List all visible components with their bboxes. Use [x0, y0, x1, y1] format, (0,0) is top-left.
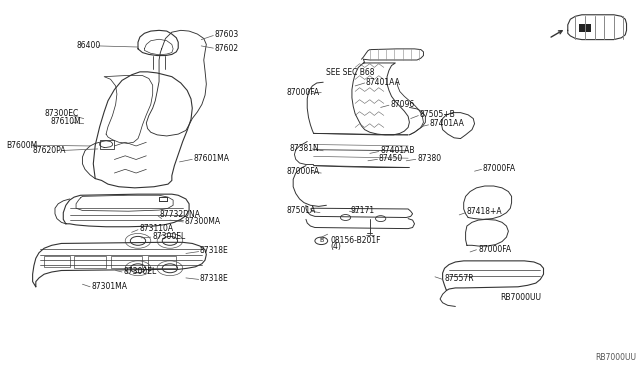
Text: 86400: 86400 [76, 41, 100, 51]
Text: 87620PA: 87620PA [33, 146, 66, 155]
Text: 87300EL: 87300EL [153, 231, 186, 241]
Text: 87300MA: 87300MA [184, 217, 221, 226]
Text: 87300EL: 87300EL [124, 267, 157, 276]
Text: 87501A: 87501A [287, 206, 316, 215]
Text: 87300EC: 87300EC [44, 109, 78, 118]
Text: 87602: 87602 [214, 44, 239, 52]
Text: B: B [319, 238, 323, 243]
Text: 87401AA: 87401AA [366, 78, 401, 87]
Text: 87603: 87603 [214, 30, 239, 39]
Text: 87450: 87450 [379, 154, 403, 163]
Text: RB7000UU: RB7000UU [500, 294, 541, 302]
Text: 87610M: 87610M [51, 117, 81, 126]
Text: 87000FA: 87000FA [287, 167, 320, 176]
Text: 97171: 97171 [351, 206, 375, 215]
Text: 87000FA: 87000FA [287, 88, 320, 97]
Text: 87318E: 87318E [200, 274, 228, 283]
Text: 87380: 87380 [417, 154, 441, 163]
Bar [44, 256, 70, 267]
Text: 87401AB: 87401AB [381, 146, 415, 155]
Text: 87000FA: 87000FA [483, 164, 516, 173]
Bar [100, 140, 114, 148]
Text: 87505+B: 87505+B [420, 110, 456, 119]
Text: B7600M: B7600M [6, 141, 37, 150]
Bar [111, 256, 143, 267]
Text: 08156-B201F: 08156-B201F [330, 236, 381, 246]
Bar [148, 256, 176, 267]
Text: 87000FA: 87000FA [478, 244, 511, 253]
Text: 87732DNA: 87732DNA [159, 211, 200, 219]
Text: (4): (4) [330, 241, 341, 250]
Text: 87318E: 87318E [200, 246, 228, 255]
Text: 873110A: 873110A [140, 224, 174, 233]
Text: SEE SEC B68: SEE SEC B68 [326, 68, 375, 77]
Text: 87557R: 87557R [445, 274, 474, 283]
Text: 87096: 87096 [390, 100, 415, 109]
Text: 87301MA: 87301MA [92, 282, 127, 291]
Text: 87401AA: 87401AA [430, 119, 465, 128]
Bar [579, 24, 591, 32]
Text: RB7000UU: RB7000UU [595, 353, 636, 362]
Text: 87418+A: 87418+A [467, 207, 502, 216]
Text: 87381N: 87381N [289, 144, 319, 153]
Text: 87601MA: 87601MA [193, 154, 230, 163]
Bar [74, 256, 106, 267]
